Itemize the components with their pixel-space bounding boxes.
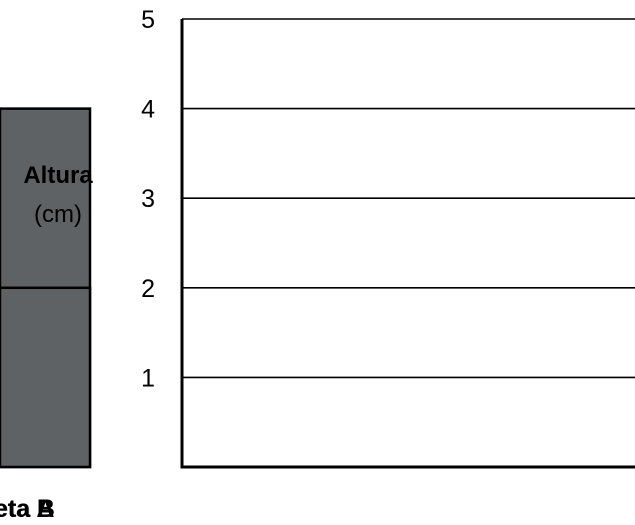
bars [0, 107, 92, 469]
grid-lines [182, 18, 635, 379]
y-axis-unit: (cm) [34, 201, 82, 228]
y-tick-label: 1 [141, 364, 155, 392]
axes [180, 19, 635, 469]
bar [0, 286, 92, 469]
y-tick-label: 2 [141, 275, 155, 303]
x-category-label: Maceta A [0, 495, 54, 523]
x-category-labels: Maceta AMaceta B [0, 495, 55, 523]
y-tick-label: 4 [141, 96, 155, 124]
y-axis-label: Altura [23, 162, 93, 189]
y-tick-label: 3 [141, 185, 155, 213]
y-tick-label: 5 [141, 6, 155, 34]
y-tick-labels: 1 2 3 4 5 [141, 6, 155, 392]
x-category-label: Maceta B [0, 495, 55, 523]
